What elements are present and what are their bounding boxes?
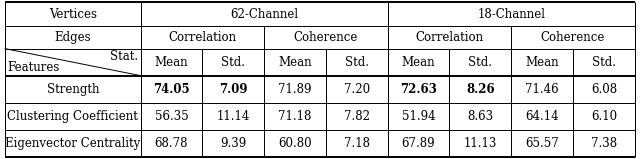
Text: 6.10: 6.10 — [591, 110, 617, 123]
Text: Correlation: Correlation — [168, 31, 236, 44]
Text: Mean: Mean — [402, 56, 435, 69]
Text: Std.: Std. — [221, 56, 245, 69]
Text: 62-Channel: 62-Channel — [230, 8, 298, 21]
Text: Edges: Edges — [54, 31, 91, 44]
Text: Std.: Std. — [345, 56, 369, 69]
Text: Mean: Mean — [155, 56, 188, 69]
Text: 71.46: 71.46 — [525, 83, 559, 96]
Text: 7.82: 7.82 — [344, 110, 370, 123]
Text: 64.14: 64.14 — [525, 110, 559, 123]
Text: Std.: Std. — [592, 56, 616, 69]
Text: Mean: Mean — [278, 56, 312, 69]
Text: 60.80: 60.80 — [278, 137, 312, 150]
Text: 7.38: 7.38 — [591, 137, 617, 150]
Text: 8.26: 8.26 — [466, 83, 495, 96]
Text: 8.63: 8.63 — [467, 110, 493, 123]
Text: 56.35: 56.35 — [154, 110, 188, 123]
Text: 11.13: 11.13 — [463, 137, 497, 150]
Text: Stat.: Stat. — [111, 50, 139, 63]
Text: 7.20: 7.20 — [344, 83, 370, 96]
Text: Mean: Mean — [525, 56, 559, 69]
Text: 72.63: 72.63 — [400, 83, 437, 96]
Text: 71.89: 71.89 — [278, 83, 312, 96]
Text: Coherence: Coherence — [294, 31, 358, 44]
Text: 74.05: 74.05 — [153, 83, 189, 96]
Text: 11.14: 11.14 — [216, 110, 250, 123]
Text: 71.18: 71.18 — [278, 110, 312, 123]
Text: Coherence: Coherence — [541, 31, 605, 44]
Text: Features: Features — [7, 61, 60, 74]
Text: 68.78: 68.78 — [155, 137, 188, 150]
Text: Correlation: Correlation — [415, 31, 483, 44]
Text: Strength: Strength — [47, 83, 99, 96]
Text: 7.09: 7.09 — [219, 83, 248, 96]
Text: 7.18: 7.18 — [344, 137, 370, 150]
Text: 65.57: 65.57 — [525, 137, 559, 150]
Text: 67.89: 67.89 — [402, 137, 435, 150]
Text: 6.08: 6.08 — [591, 83, 617, 96]
Text: Vertices: Vertices — [49, 8, 97, 21]
Text: Clustering Coefficient: Clustering Coefficient — [8, 110, 138, 123]
Text: Std.: Std. — [468, 56, 492, 69]
Text: Eigenvector Centrality: Eigenvector Centrality — [5, 137, 140, 150]
Text: 18-Channel: 18-Channel — [477, 8, 545, 21]
Text: 9.39: 9.39 — [220, 137, 246, 150]
Text: 51.94: 51.94 — [402, 110, 435, 123]
